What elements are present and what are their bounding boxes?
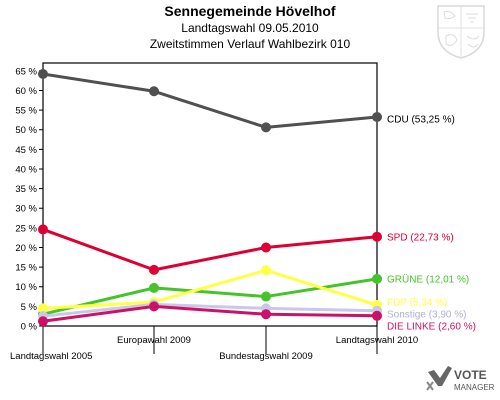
- checkmark-x-icon: [428, 366, 452, 386]
- chart-subtitle-election: Landtagswahl 09.05.2010: [181, 21, 319, 35]
- y-tick-label: 25 %: [15, 223, 37, 234]
- y-tick-label: 60 %: [15, 86, 37, 97]
- votemanager-logo: VOTE MANAGER: [426, 366, 495, 392]
- chart-subtitle-district: Zweitstimmen Verlauf Wahlbezirk 010: [149, 37, 351, 51]
- data-point: [261, 265, 271, 276]
- series-line-sonstige: [42, 302, 378, 318]
- series-line-die-linke: [42, 304, 378, 323]
- series-line-fdp: [42, 268, 378, 310]
- chart-title: Sennegemeinde Hövelhof: [164, 3, 336, 19]
- data-point: [38, 303, 48, 314]
- y-tick-label: 0 %: [21, 322, 38, 333]
- y-tick-label: 10 %: [15, 282, 37, 293]
- brand-line1: VOTE: [454, 368, 487, 382]
- x-tick-label: Europawahl 2009: [117, 335, 191, 346]
- data-point: [149, 282, 159, 293]
- series-label: DIE LINKE (2,60 %): [387, 322, 476, 333]
- y-tick-label: 65 %: [15, 66, 37, 77]
- data-point: [261, 309, 271, 320]
- data-point: [38, 68, 48, 79]
- y-tick-label: 5 %: [21, 302, 38, 313]
- data-point: [38, 224, 48, 235]
- series-label: GRÜNE (12,01 %): [387, 274, 469, 286]
- data-point: [372, 111, 382, 122]
- data-point: [372, 231, 382, 242]
- data-point: [149, 301, 159, 312]
- title-block: Sennegemeinde Hövelhof Landtagswahl 09.0…: [0, 3, 500, 52]
- y-tick-label: 35 %: [15, 184, 37, 195]
- y-tick-label: 55 %: [15, 106, 37, 117]
- y-tick-label: 50 %: [15, 125, 37, 136]
- data-point: [372, 310, 382, 321]
- series-label: FDP (5,34 %): [387, 298, 447, 309]
- data-point: [261, 122, 271, 133]
- series-line-cdu: [42, 72, 378, 129]
- series-label: SPD (22,73 %): [387, 233, 454, 244]
- brand-line2: MANAGER: [454, 383, 495, 392]
- y-tick-label: 45 %: [15, 145, 37, 156]
- data-point: [149, 264, 159, 275]
- data-point: [38, 316, 48, 327]
- series-line-spd: [42, 228, 378, 272]
- y-tick-label: 15 %: [15, 263, 37, 274]
- x-tick-label: Landtagswahl 2005: [10, 351, 92, 362]
- data-point: [261, 242, 271, 253]
- y-tick-label: 20 %: [15, 243, 37, 254]
- data-point: [372, 273, 382, 284]
- series-label: CDU (53,25 %): [387, 115, 455, 126]
- data-point: [149, 86, 159, 97]
- y-tick-label: 40 %: [15, 164, 37, 175]
- y-tick-label: 30 %: [15, 204, 37, 215]
- data-point: [261, 291, 271, 302]
- coat-of-arms-emblem: [437, 5, 485, 59]
- x-tick-label: Bundestagswahl 2009: [219, 351, 313, 362]
- x-tick-label: Landtagswahl 2010: [336, 335, 418, 346]
- series-label: Sonstige (3,90 %): [387, 310, 467, 321]
- plot-area: [42, 62, 378, 327]
